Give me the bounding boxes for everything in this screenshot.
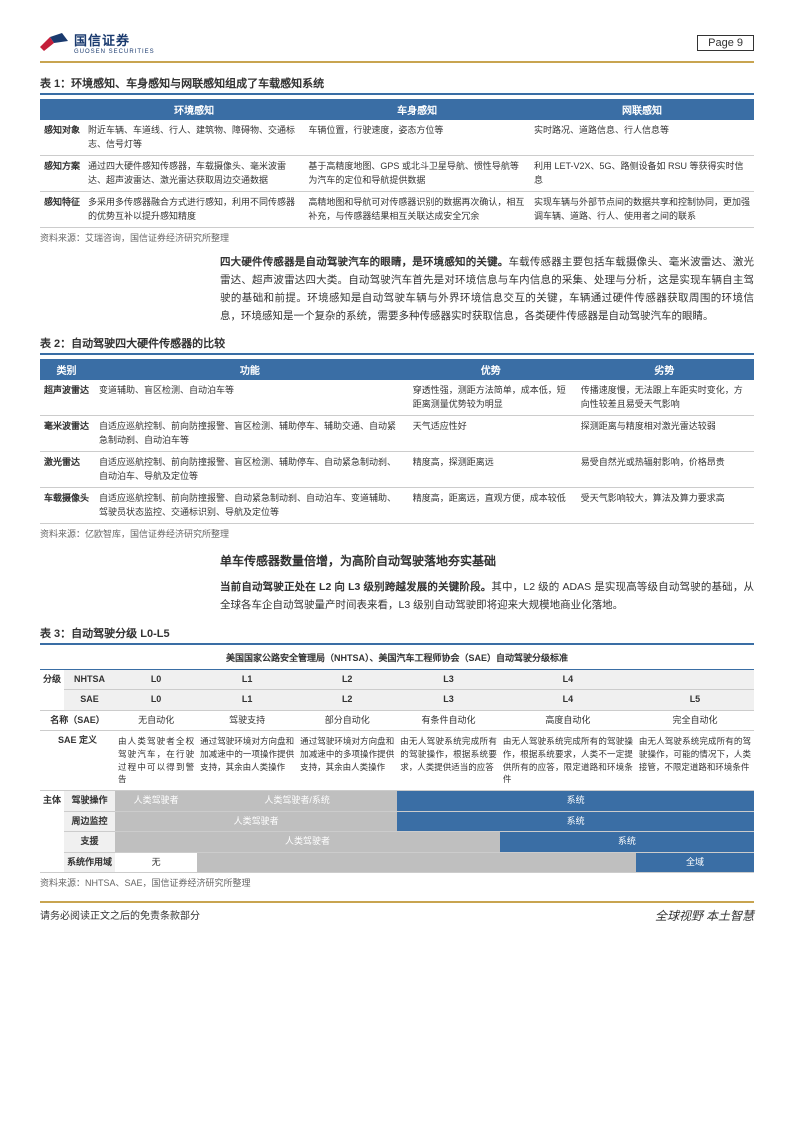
table-row: 名称（SAE）无自动化驾驶支持部分自动化有条件自动化高度自动化完全自动化 <box>40 710 754 731</box>
table1: 环境感知车身感知网联感知 感知对象附近车辆、车道线、行人、建筑物、障碍物、交通标… <box>40 99 754 228</box>
table-row: 感知对象附近车辆、车道线、行人、建筑物、障碍物、交通标志、信号灯等车辆位置，行驶… <box>40 120 754 156</box>
table1-title: 表 1：环境感知、车身感知与网联感知组成了车载感知系统 <box>40 75 754 95</box>
table2-col-header: 功能 <box>93 359 407 380</box>
table-row: 分级NHTSAL0L1L2L3L4 <box>40 669 754 690</box>
table-row: 毫米波雷达自适应巡航控制、前向防撞报警、盲区检测、辅助停车、辅助交通、自动紧急制… <box>40 416 754 452</box>
table3-source: 资料来源：NHTSA、SAE，国信证券经济研究所整理 <box>40 876 754 889</box>
table-row: 超声波雷达变道辅助、盲区检测、自动泊车等穿透性强，测距方法简单，成本低，短距离测… <box>40 380 754 416</box>
table-row: SAEL0L1L2L3L4L5 <box>40 690 754 711</box>
logo-mark-icon <box>40 33 68 53</box>
table2-col-header: 劣势 <box>575 359 754 380</box>
table-row: 周边监控人类驾驶者系统 <box>40 811 754 832</box>
table-row: 车载摄像头自适应巡航控制、前向防撞报警、自动紧急制动刹、自动泊车、变道辅助、驾驶… <box>40 488 754 524</box>
table3: 美国国家公路安全管理局（NHTSA）、美国汽车工程师协会（SAE）自动驾驶分级标… <box>40 649 754 873</box>
table2-source: 资料来源：亿欧智库，国信证券经济研究所整理 <box>40 527 754 540</box>
page-header: 国信证券 GUOSEN SECURITIES Page 9 <box>40 30 754 63</box>
table-row: 主体驾驶操作人类驾驶者人类驾驶者/系统系统 <box>40 791 754 812</box>
company-logo: 国信证券 GUOSEN SECURITIES <box>40 30 155 55</box>
page-footer: 请务必阅读正文之后的免责条款部分 全球视野 本土智慧 <box>40 901 754 924</box>
table-row: 系统作用域无全域 <box>40 852 754 873</box>
table-row: 感知特征多采用多传感器融合方式进行感知，利用不同传感器的优势互补以提升感知精度高… <box>40 192 754 228</box>
table2-col-header: 优势 <box>407 359 575 380</box>
footer-disclaimer: 请务必阅读正文之后的免责条款部分 <box>40 907 200 924</box>
table-row: 感知方案通过四大硬件感知传感器，车载摄像头、毫米波雷达、超声波雷达、激光雷达获取… <box>40 156 754 192</box>
table3-superheader: 美国国家公路安全管理局（NHTSA）、美国汽车工程师协会（SAE）自动驾驶分级标… <box>40 649 754 669</box>
paragraph-2: 当前自动驾驶正处在 L2 向 L3 级别跨越发展的关键阶段。其中，L2 级的 A… <box>220 579 754 615</box>
table1-col-header <box>40 99 84 120</box>
table3-title: 表 3：自动驾驶分级 L0-L5 <box>40 625 754 645</box>
table1-col-header: 车身感知 <box>304 99 530 120</box>
company-name: 国信证券 <box>74 33 130 48</box>
table-row: SAE 定义由人类驾驶者全权驾驶汽车，在行驶过程中可以得到警告通过驾驶环境对方向… <box>40 731 754 791</box>
table1-source: 资料来源：艾瑞咨询，国信证券经济研究所整理 <box>40 231 754 244</box>
table2-col-header: 类别 <box>40 359 93 380</box>
para1-bold: 四大硬件传感器是自动驾驶汽车的眼睛，是环境感知的关键。 <box>220 256 508 268</box>
table-row: 激光雷达自适应巡航控制、前向防撞报警、盲区检测、辅助停车、自动紧急制动刹、自动泊… <box>40 452 754 488</box>
para2-bold: 当前自动驾驶正处在 L2 向 L3 级别跨越发展的关键阶段。 <box>220 581 491 593</box>
footer-tagline: 全球视野 本土智慧 <box>655 907 754 924</box>
company-subtitle: GUOSEN SECURITIES <box>74 49 155 55</box>
table-row: 支援人类驾驶者系统 <box>40 832 754 853</box>
paragraph-1: 四大硬件传感器是自动驾驶汽车的眼睛，是环境感知的关键。车载传感器主要包括车载摄像… <box>220 254 754 325</box>
page-number: Page 9 <box>697 35 754 51</box>
section-title: 单车传感器数量倍增，为高阶自动驾驶落地夯实基础 <box>220 552 754 569</box>
table2-title: 表 2：自动驾驶四大硬件传感器的比较 <box>40 335 754 355</box>
table1-col-header: 环境感知 <box>84 99 304 120</box>
table2: 类别功能优势劣势 超声波雷达变道辅助、盲区检测、自动泊车等穿透性强，测距方法简单… <box>40 359 754 524</box>
table1-col-header: 网联感知 <box>530 99 754 120</box>
